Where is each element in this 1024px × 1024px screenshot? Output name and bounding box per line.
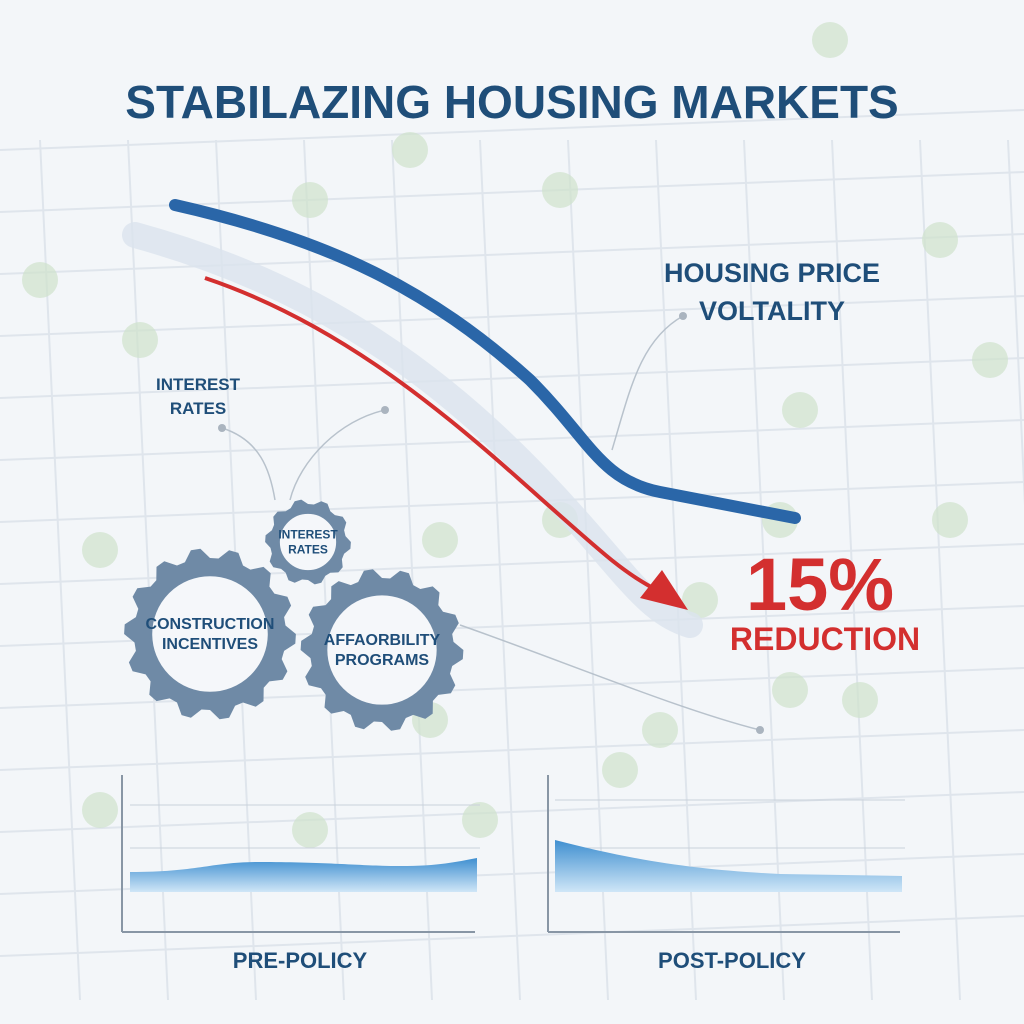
street: [655, 139, 697, 1001]
gear-face: [276, 510, 340, 574]
street: [831, 139, 873, 1001]
gear-face: [149, 573, 271, 695]
street: [743, 139, 785, 1001]
tree: [22, 262, 58, 298]
tree: [782, 392, 818, 428]
street: [0, 233, 1024, 275]
tree: [602, 752, 638, 788]
gear-label: PROGRAMS: [335, 652, 430, 669]
tree: [292, 812, 328, 848]
panel-label: PRE-POLICY: [233, 948, 368, 973]
street: [0, 481, 1024, 523]
callout-text: INTEREST: [156, 375, 241, 394]
callout-text: VOLTALITY: [699, 296, 845, 326]
street: [0, 109, 1024, 151]
leader-dot: [756, 726, 764, 734]
tree: [972, 342, 1008, 378]
gear-label: RATES: [288, 542, 328, 556]
street: [919, 139, 961, 1001]
tree: [842, 682, 878, 718]
arrow-head: [640, 570, 688, 610]
gear-label: CONSTRUCTION: [146, 616, 275, 633]
leader: [289, 409, 386, 501]
tree: [642, 712, 678, 748]
callout-text: HOUSING PRICE: [664, 258, 880, 288]
leader: [611, 315, 684, 451]
street: [0, 357, 1024, 399]
tree: [122, 322, 158, 358]
leader-dot: [381, 406, 389, 414]
tree: [922, 222, 958, 258]
gear-label: INCENTIVES: [162, 636, 258, 653]
tree: [542, 172, 578, 208]
post-policy-panel: POST-POLICY: [547, 775, 905, 973]
area: [130, 858, 477, 892]
street: [479, 139, 521, 1001]
tree: [82, 792, 118, 828]
leader: [459, 624, 761, 731]
map-background: [0, 22, 1024, 1001]
result-figure: 15%: [746, 543, 894, 626]
tree: [772, 672, 808, 708]
tree: [422, 522, 458, 558]
pre-policy-panel: PRE-POLICY: [121, 775, 480, 973]
tree: [82, 532, 118, 568]
gear-label: INTEREST: [278, 527, 338, 541]
tree: [682, 582, 718, 618]
title: STABILAZING HOUSING MARKETS: [125, 76, 898, 128]
street: [0, 915, 1024, 957]
street: [0, 667, 1024, 709]
leader-dot: [218, 424, 226, 432]
volatility-curve: [169, 199, 801, 524]
callout-text: RATES: [170, 399, 226, 418]
tree: [932, 502, 968, 538]
tree: [462, 802, 498, 838]
panel-label: POST-POLICY: [658, 948, 806, 973]
axes: [547, 775, 900, 933]
street: [1007, 139, 1024, 506]
gear-face: [324, 592, 440, 708]
street: [127, 139, 169, 1001]
tree: [812, 22, 848, 58]
area: [555, 840, 902, 892]
red-arrow: [204, 276, 661, 594]
street: [0, 295, 1024, 337]
shadow-band: [122, 222, 703, 638]
tree: [292, 182, 328, 218]
gear-label: AFFAORBILITY: [324, 632, 441, 649]
result-label: REDUCTION: [730, 621, 920, 657]
street: [0, 729, 1024, 771]
leader: [221, 427, 276, 501]
axes: [121, 775, 475, 933]
tree: [392, 132, 428, 168]
leader-dot: [679, 312, 687, 320]
